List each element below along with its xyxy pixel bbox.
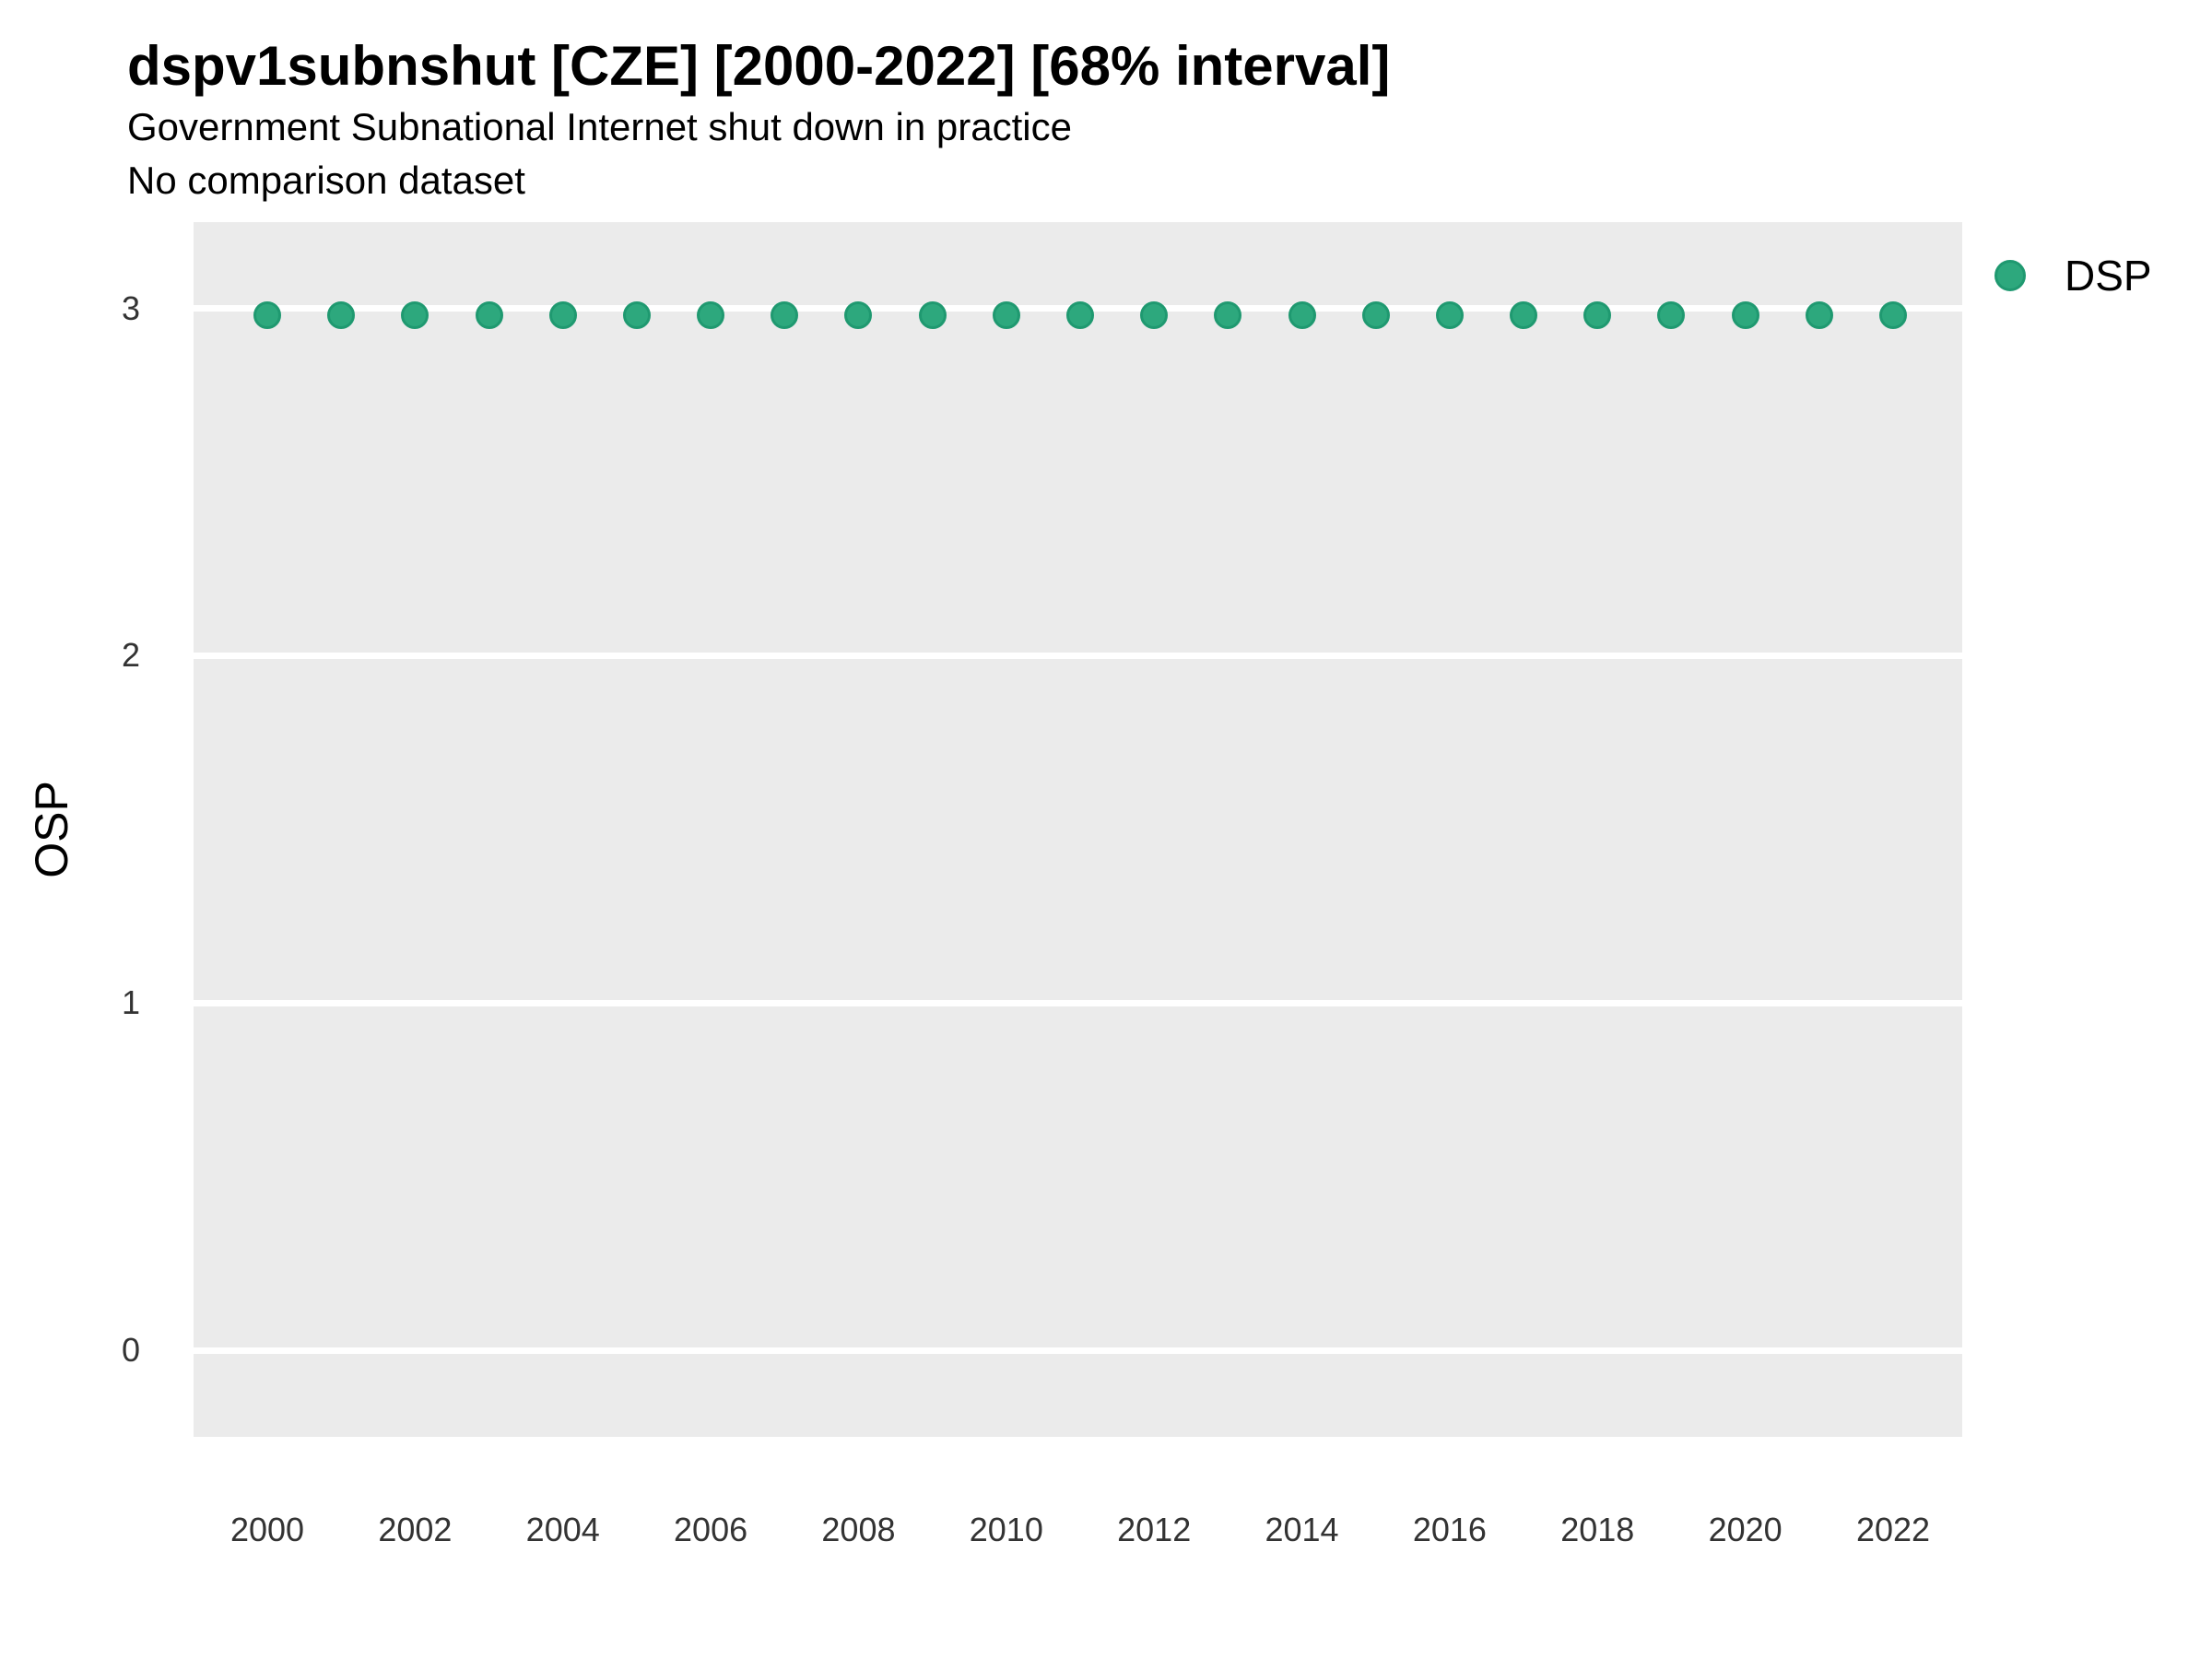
data-point-2009 xyxy=(918,301,947,330)
plot-panel xyxy=(194,222,1962,1437)
data-point-2015 xyxy=(1361,301,1390,330)
data-point-2000 xyxy=(253,301,281,330)
data-point-2022 xyxy=(1878,301,1907,330)
data-point-2006 xyxy=(697,301,725,330)
data-point-2013 xyxy=(1214,301,1242,330)
data-point-2001 xyxy=(327,301,356,330)
y-tick-label-3: 3 xyxy=(121,288,140,327)
data-point-2005 xyxy=(622,301,651,330)
data-point-2019 xyxy=(1657,301,1686,330)
data-point-2018 xyxy=(1583,301,1612,330)
y-tick-label-2: 2 xyxy=(121,636,140,675)
x-tick-label-2018: 2018 xyxy=(1560,1511,1635,1548)
x-tick-label-2014: 2014 xyxy=(1265,1511,1339,1548)
data-point-2011 xyxy=(1065,301,1094,330)
data-point-2012 xyxy=(1140,301,1169,330)
x-tick-label-2002: 2002 xyxy=(378,1511,453,1548)
x-tick-label-2006: 2006 xyxy=(674,1511,748,1548)
x-tick-label-2004: 2004 xyxy=(525,1511,600,1548)
y-tick-label-1: 1 xyxy=(121,983,140,1022)
x-tick-label-2016: 2016 xyxy=(1412,1511,1487,1548)
data-point-2021 xyxy=(1805,301,1833,330)
gridline-y-2 xyxy=(194,652,1962,659)
x-tick-label-2022: 2022 xyxy=(1855,1511,1931,1548)
y-axis-title: OSP xyxy=(26,781,77,878)
data-point-2003 xyxy=(475,301,503,330)
data-point-2008 xyxy=(844,301,873,330)
chart-subtitle: Government Subnational Internet shut dow… xyxy=(127,105,1072,148)
legend-dsp-label: DSP xyxy=(2065,252,2152,300)
x-tick-label-2020: 2020 xyxy=(1708,1511,1783,1548)
y-tick-label-0: 0 xyxy=(121,1331,140,1369)
chart-note: No comparison dataset xyxy=(127,159,525,202)
data-point-2014 xyxy=(1288,301,1316,330)
data-point-2010 xyxy=(992,301,1020,330)
data-point-2004 xyxy=(548,301,577,330)
x-tick-label-2010: 2010 xyxy=(969,1511,1043,1548)
x-tick-label-2012: 2012 xyxy=(1117,1511,1192,1548)
x-tick-label-2000: 2000 xyxy=(229,1511,305,1548)
gridline-y-1 xyxy=(194,999,1962,1006)
legend-dsp-swatch-icon xyxy=(1994,260,2026,291)
chart-title: dspv1subnshut [CZE] [2000-2022] [68% int… xyxy=(127,35,1391,97)
gridline-y-0 xyxy=(194,1347,1962,1354)
x-tick-label-2008: 2008 xyxy=(821,1511,896,1548)
data-point-2016 xyxy=(1435,301,1464,330)
data-point-2020 xyxy=(1731,301,1759,330)
data-point-2017 xyxy=(1510,301,1538,330)
data-point-2007 xyxy=(771,301,799,330)
data-point-2002 xyxy=(401,301,429,330)
